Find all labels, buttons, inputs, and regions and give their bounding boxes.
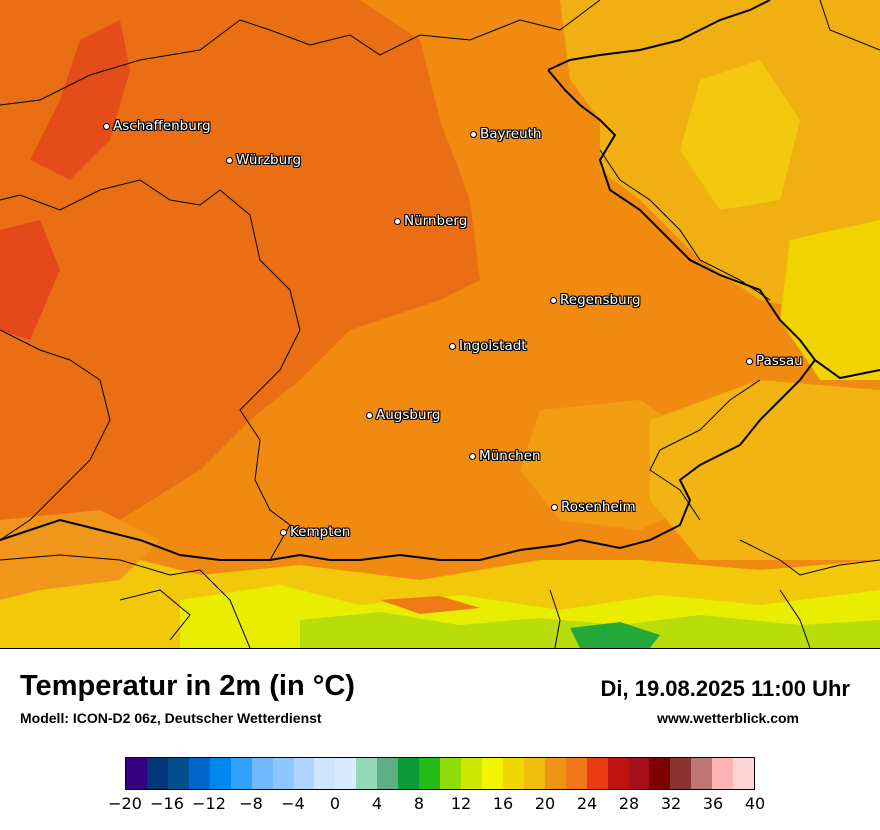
legend-swatch	[461, 758, 482, 789]
legend-tick-label: 16	[492, 794, 514, 813]
city-nuernberg: Nürnberg	[394, 213, 467, 229]
city-label: Rosenheim	[561, 499, 636, 515]
city-marker-icon	[449, 342, 456, 350]
city-augsburg: Augsburg	[366, 407, 440, 423]
city-label: Augsburg	[376, 407, 441, 423]
legend-swatch	[356, 758, 378, 789]
legend-swatch	[691, 758, 713, 789]
legend-tick-label: 8	[413, 794, 425, 813]
legend-swatch	[670, 758, 692, 789]
city-label: Aschaffenburg	[113, 118, 211, 134]
warm-area-west	[0, 0, 480, 540]
legend-swatch	[440, 758, 461, 789]
legend-swatch	[712, 758, 734, 789]
city-label: Würzburg	[236, 152, 302, 168]
legend-tick-label: 32	[660, 794, 682, 813]
city-kempten: Kempten	[280, 524, 350, 540]
city-marker-icon	[469, 452, 476, 460]
legend-tick-label: −16	[150, 794, 184, 813]
district-borders	[0, 0, 880, 648]
city-ingolstadt: Ingolstadt	[449, 338, 527, 354]
city-label: Regensburg	[560, 292, 641, 308]
city-marker-icon	[551, 503, 558, 511]
area-southwest	[0, 510, 160, 600]
legend-tick-label: −8	[239, 794, 263, 813]
legend-swatch	[481, 758, 503, 789]
city-wuerzburg: Würzburg	[226, 152, 301, 168]
legend-swatch	[649, 758, 671, 789]
legend-tick-label: 12	[450, 794, 472, 813]
cool-spot-east	[780, 220, 880, 380]
city-marker-icon	[226, 156, 233, 164]
legend-swatch	[314, 758, 336, 789]
forecast-datetime: Di, 19.08.2025 11:00 Uhr	[600, 676, 851, 701]
legend-swatch	[272, 758, 294, 789]
valley-warm	[380, 596, 480, 614]
legend-swatch	[126, 758, 147, 789]
city-aschaffenburg: Aschaffenburg	[103, 118, 211, 134]
legend-swatch	[377, 758, 399, 789]
city-marker-icon	[470, 130, 477, 138]
city-label: Bayreuth	[480, 126, 542, 142]
city-marker-icon	[746, 357, 753, 365]
legend-tick-label: −12	[192, 794, 226, 813]
legend-swatch	[607, 758, 629, 789]
legend-swatch	[628, 758, 650, 789]
legend-swatch	[398, 758, 420, 789]
legend-tick-label: 36	[702, 794, 724, 813]
temperature-map: Aschaffenburg Würzburg Bayreuth Nürnberg…	[0, 0, 880, 649]
city-marker-icon	[394, 217, 401, 225]
model-source: Modell: ICON-D2 06z, Deutscher Wetterdie…	[20, 710, 322, 726]
city-label: Kempten	[290, 524, 351, 540]
city-marker-icon	[366, 411, 373, 419]
city-label: Ingolstadt	[459, 338, 527, 354]
area-far-southeast	[650, 380, 880, 560]
legend-ticks: −20 −16 −12 −8 −4 0 4 8 12 16 20 24 28 32 36 40	[108, 794, 765, 818]
city-marker-icon	[550, 296, 557, 304]
legend-swatch	[167, 758, 189, 789]
city-passau: Passau	[746, 353, 803, 369]
legend-swatch	[586, 758, 608, 789]
legend-tick-label: 24	[576, 794, 598, 813]
city-marker-icon	[280, 528, 287, 536]
legend-swatch	[146, 758, 168, 789]
legend-swatch	[502, 758, 524, 789]
city-bayreuth: Bayreuth	[470, 126, 542, 142]
alps-summit-area	[570, 622, 660, 648]
legend-tick-label: 4	[371, 794, 383, 813]
city-label: Nürnberg	[404, 213, 468, 229]
site-url: www.wetterblick.com	[657, 710, 799, 726]
city-muenchen: München	[469, 448, 541, 464]
legend-swatch	[188, 758, 210, 789]
legend-tick-label: 40	[744, 794, 766, 813]
legend-tick-label: 28	[618, 794, 640, 813]
legend-swatch	[565, 758, 587, 789]
legend-swatch	[335, 758, 357, 789]
map-canvas	[0, 0, 880, 648]
cool-spot-northeast	[680, 60, 800, 210]
legend-tick-label: −4	[281, 794, 305, 813]
state-borders	[0, 0, 880, 561]
city-label: München	[479, 448, 541, 464]
city-rosenheim: Rosenheim	[551, 499, 636, 515]
legend-swatch	[733, 758, 755, 789]
legend-swatch	[293, 758, 315, 789]
city-regensburg: Regensburg	[550, 292, 641, 308]
legend-swatch	[419, 758, 441, 789]
legend-tick-label: 0	[329, 794, 341, 813]
legend-swatch	[523, 758, 545, 789]
color-scale-legend	[125, 757, 755, 790]
hot-spot-west	[0, 220, 60, 340]
map-title: Temperatur in 2m (in °C)	[20, 670, 355, 702]
legend-tick-label: −20	[108, 794, 142, 813]
legend-swatch	[544, 758, 566, 789]
city-marker-icon	[103, 122, 110, 130]
city-label: Passau	[756, 353, 803, 369]
legend-swatch	[209, 758, 231, 789]
hot-spot-northwest	[30, 20, 130, 180]
legend-tick-label: 20	[534, 794, 556, 813]
legend-swatch	[251, 758, 273, 789]
legend-swatch	[230, 758, 252, 789]
